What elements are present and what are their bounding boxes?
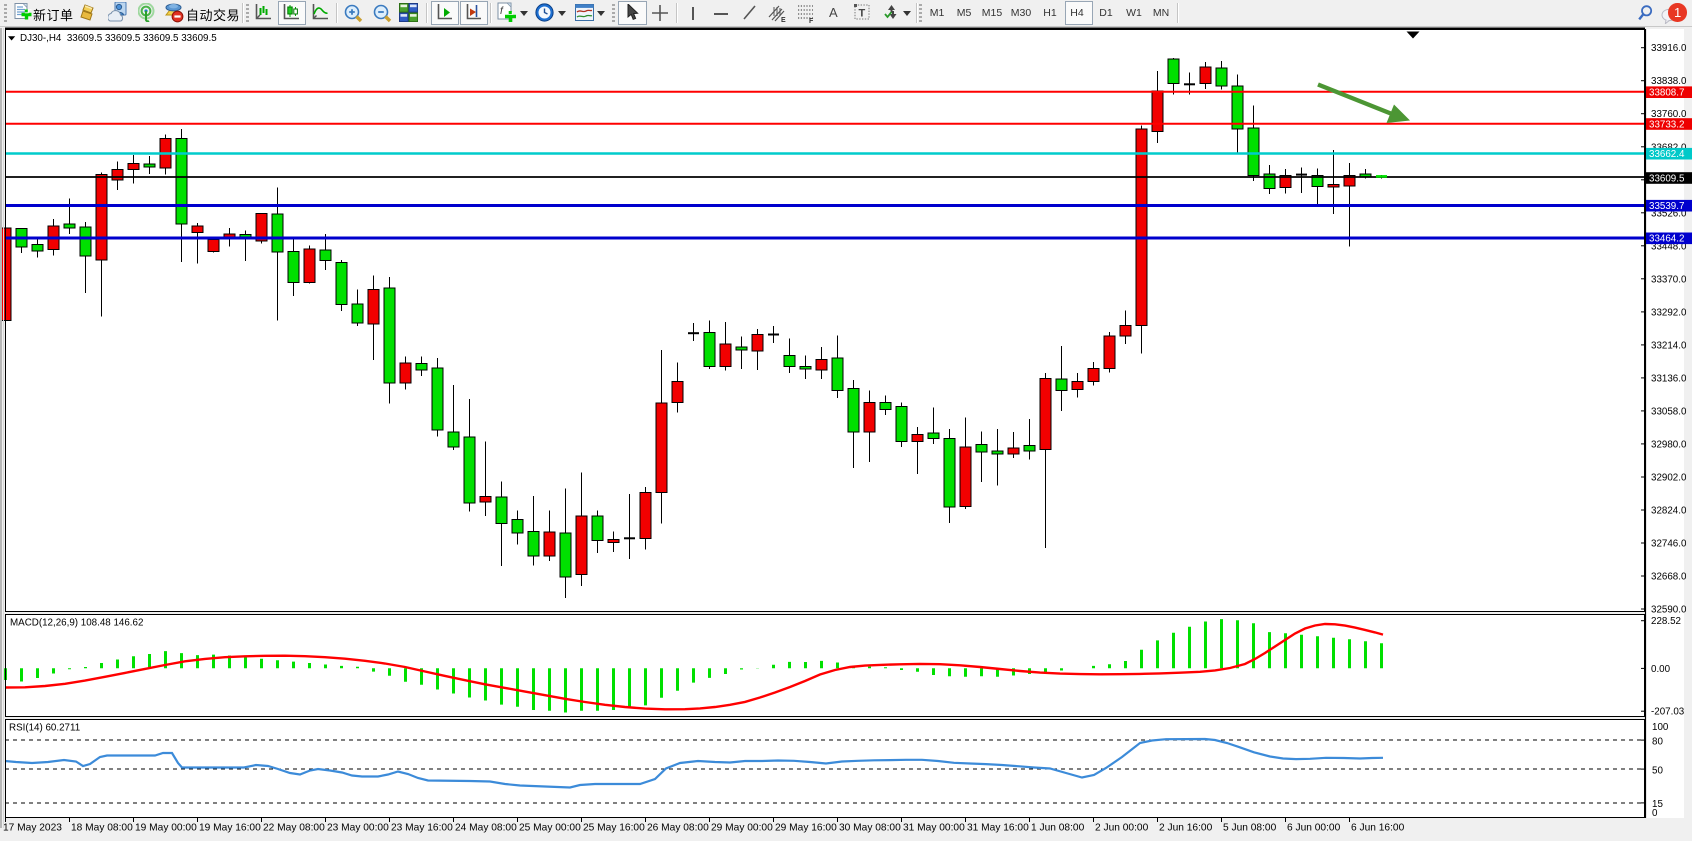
- svg-text:33760.0: 33760.0: [1651, 109, 1687, 120]
- svg-text:29 May 16:00: 29 May 16:00: [775, 823, 837, 834]
- svg-text:33464.2: 33464.2: [1649, 234, 1684, 245]
- svg-text:-207.03: -207.03: [1651, 707, 1685, 718]
- svg-text:31 May 00:00: 31 May 00:00: [903, 823, 965, 834]
- svg-text:22 May 08:00: 22 May 08:00: [263, 823, 325, 834]
- svg-text:228.52: 228.52: [1651, 616, 1681, 627]
- svg-text:E: E: [781, 17, 786, 23]
- svg-text:2 Jun 16:00: 2 Jun 16:00: [1159, 823, 1213, 834]
- svg-text:T: T: [859, 8, 866, 20]
- svg-text:32980.0: 32980.0: [1651, 439, 1687, 450]
- svg-text:33539.7: 33539.7: [1649, 201, 1684, 212]
- svg-text:2 Jun 00:00: 2 Jun 00:00: [1095, 823, 1149, 834]
- svg-text:33733.2: 33733.2: [1649, 119, 1684, 130]
- svg-text:23 May 00:00: 23 May 00:00: [327, 823, 389, 834]
- svg-text:50: 50: [1652, 765, 1663, 776]
- svg-text:0.00: 0.00: [1651, 664, 1671, 675]
- svg-text:100: 100: [1652, 722, 1669, 733]
- svg-text:6 Jun 00:00: 6 Jun 00:00: [1287, 823, 1341, 834]
- svg-text:33448.0: 33448.0: [1651, 241, 1687, 252]
- svg-text:32590.0: 32590.0: [1651, 605, 1687, 616]
- svg-text:33808.7: 33808.7: [1649, 88, 1684, 99]
- svg-text:33370.0: 33370.0: [1651, 274, 1687, 285]
- svg-text:33662.4: 33662.4: [1649, 149, 1685, 160]
- svg-text:6 Jun 16:00: 6 Jun 16:00: [1351, 823, 1405, 834]
- svg-text:25 May 00:00: 25 May 00:00: [519, 823, 581, 834]
- svg-text:33292.0: 33292.0: [1651, 307, 1687, 318]
- svg-text:32668.0: 32668.0: [1651, 572, 1687, 583]
- svg-text:33058.0: 33058.0: [1651, 406, 1687, 417]
- svg-text:25 May 16:00: 25 May 16:00: [583, 823, 645, 834]
- svg-text:30 May 08:00: 30 May 08:00: [839, 823, 901, 834]
- svg-text:31 May 16:00: 31 May 16:00: [967, 823, 1029, 834]
- svg-text:RSI(14) 60.2711: RSI(14) 60.2711: [9, 723, 80, 734]
- svg-text:F: F: [809, 18, 814, 23]
- svg-text:33838.0: 33838.0: [1651, 76, 1687, 87]
- svg-text:17 May 2023: 17 May 2023: [3, 823, 62, 834]
- svg-text:33609.5: 33609.5: [1649, 173, 1685, 184]
- svg-text:15: 15: [1652, 799, 1663, 810]
- svg-text:5 Jun 08:00: 5 Jun 08:00: [1223, 823, 1277, 834]
- svg-text:1 Jun 08:00: 1 Jun 08:00: [1031, 823, 1085, 834]
- svg-text:24 May 08:00: 24 May 08:00: [455, 823, 517, 834]
- svg-text:26 May 08:00: 26 May 08:00: [647, 823, 709, 834]
- svg-text:80: 80: [1652, 737, 1663, 748]
- svg-text:23 May 16:00: 23 May 16:00: [391, 823, 453, 834]
- svg-text:32824.0: 32824.0: [1651, 506, 1687, 517]
- svg-text:33682.0: 33682.0: [1651, 142, 1687, 153]
- svg-text:29 May 00:00: 29 May 00:00: [711, 823, 773, 834]
- svg-text:f: f: [500, 6, 504, 17]
- svg-text:32746.0: 32746.0: [1651, 539, 1687, 550]
- svg-text:32902.0: 32902.0: [1651, 473, 1687, 484]
- svg-text:18 May 08:00: 18 May 08:00: [71, 823, 133, 834]
- svg-text:19 May 16:00: 19 May 16:00: [199, 823, 261, 834]
- svg-text:33916.0: 33916.0: [1651, 43, 1687, 54]
- svg-text:0: 0: [1652, 808, 1658, 819]
- svg-text:DJ30-,H4 33609.5 33609.5 3360: DJ30-,H4 33609.5 33609.5 33609.5 33609.5: [20, 33, 217, 44]
- svg-text:33214.0: 33214.0: [1651, 340, 1687, 351]
- svg-text:33136.0: 33136.0: [1651, 373, 1687, 384]
- svg-text:MACD(12,26,9) 108.48 146.62: MACD(12,26,9) 108.48 146.62: [10, 618, 143, 629]
- svg-text:19 May 00:00: 19 May 00:00: [135, 823, 197, 834]
- svg-text:33526.0: 33526.0: [1651, 208, 1687, 219]
